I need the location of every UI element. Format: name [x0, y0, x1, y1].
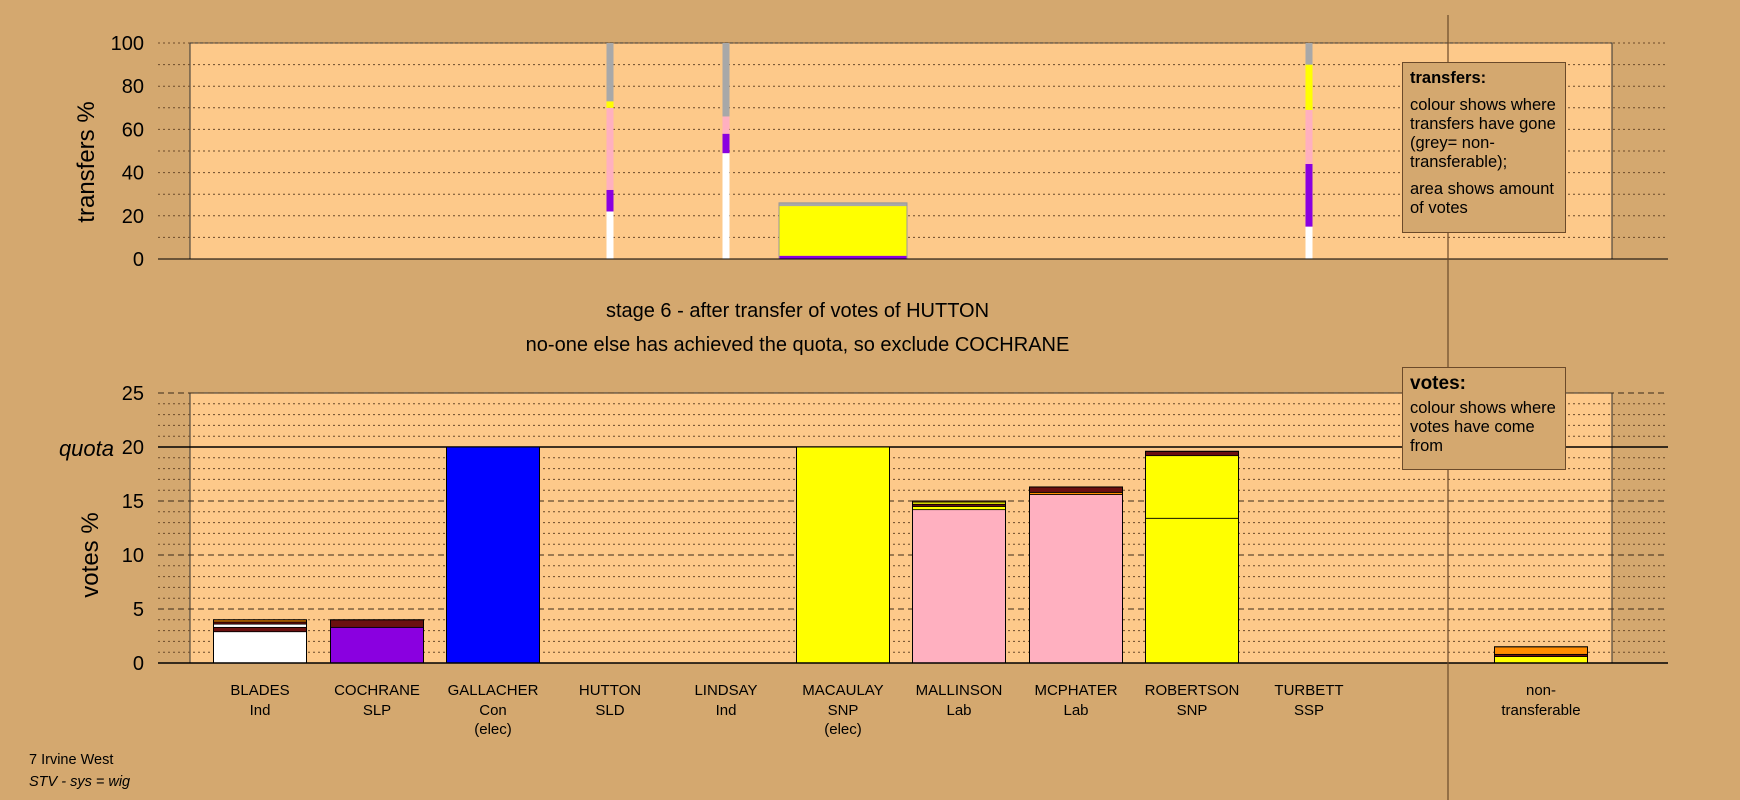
candidate-party-label: Ind — [716, 702, 737, 719]
votes-plot-area — [189, 392, 1613, 664]
vote-bar-robertson — [1145, 455, 1239, 519]
transfer-segment-lindsay — [722, 133, 730, 154]
candidate-party-label: Con — [479, 702, 507, 719]
votes-y-tick-label: 15 — [122, 491, 144, 513]
votes-y-axis-label: votes % — [77, 512, 104, 597]
candidate-name-label: GALLACHER — [448, 682, 539, 699]
transfers-y-tick-label: 0 — [133, 249, 144, 271]
candidate-name-label: BLADES — [230, 682, 289, 699]
candidate-party-label: SSP — [1294, 702, 1324, 719]
candidate-party-label: SNP — [828, 702, 859, 719]
vote-bar-mcphater — [1029, 494, 1123, 664]
votes-panel: 0 5 10 15 20 25 — [122, 383, 1668, 675]
candidate-name-label: TURBETT — [1274, 682, 1343, 699]
candidate-party-label: Lab — [946, 702, 971, 719]
candidate-party-label: SLP — [363, 702, 391, 719]
transfers-legend-title: transfers: — [1410, 69, 1487, 87]
stage-subtitle: no-one else has achieved the quota, so e… — [525, 334, 1070, 356]
footer-constituency: 7 Irvine West — [29, 752, 114, 768]
votes-y-tick-label: 5 — [133, 599, 144, 621]
transfer-segment-hutton — [606, 211, 614, 259]
stage-title: stage 6 - after transfer of votes of HUT… — [605, 300, 990, 322]
transfers-panel: 0 20 40 60 80 100 — [111, 33, 1668, 271]
votes-y-tick-label: 0 — [133, 653, 144, 675]
quota-label: quota — [59, 436, 114, 461]
transfers-y-axis-label: transfers % — [73, 101, 100, 222]
votes-legend-title: votes: — [1410, 373, 1466, 394]
candidate-note-label: (elec) — [824, 721, 862, 738]
transfers-y-tick-label: 20 — [122, 206, 144, 228]
transfer-segment-macaulay — [779, 202, 907, 207]
vote-bar-mcphater — [1029, 486, 1123, 493]
candidate-name-label: MACAULAY — [802, 682, 883, 699]
vote-bar-robertson — [1145, 517, 1239, 664]
votes-y-tick-label: 20 — [122, 437, 144, 459]
non-transferable-label-line2: transferable — [1501, 702, 1580, 719]
transfers-y-tick-label: 60 — [122, 119, 144, 141]
transfer-segment-hutton — [606, 189, 614, 212]
candidate-party-label: SNP — [1177, 702, 1208, 719]
vote-bar-non-transferable — [1494, 656, 1588, 664]
axis-layer: BLADES Ind COCHRANE SLP GALLACHER Con (elec) HU… — [158, 15, 1668, 800]
vote-bar-blades — [213, 623, 307, 628]
candidate-name-label: ROBERTSON — [1145, 682, 1240, 699]
vote-bar-mallinson — [912, 505, 1006, 511]
votes-y-tick-label: 25 — [122, 383, 144, 405]
transfer-segment-turbett — [1305, 226, 1313, 259]
transfer-segment-lindsay — [722, 153, 730, 259]
vote-bar-cochrane — [330, 626, 424, 664]
vote-bar-gallacher — [446, 446, 540, 664]
vote-bar-macaulay — [796, 446, 890, 664]
candidate-name-label: LINDSAY — [694, 682, 757, 699]
transfer-segment-hutton — [606, 107, 614, 190]
vote-bar-mallinson — [912, 509, 1006, 664]
transfer-segment-lindsay — [722, 43, 730, 117]
footer-system: STV - sys = wig — [29, 774, 131, 790]
transfer-segment-turbett — [1305, 64, 1313, 110]
transfers-legend-text-colour: colour shows where transfers have gone (… — [1410, 96, 1556, 171]
vote-bar-robertson — [1145, 450, 1239, 457]
transfer-segment-macaulay — [779, 255, 907, 259]
candidate-party-label: SLD — [595, 702, 624, 719]
candidate-name-label: HUTTON — [579, 682, 641, 699]
votes-y-tick-label: 10 — [122, 545, 144, 567]
transfer-segment-macaulay — [779, 206, 907, 256]
votes-legend-text: colour shows where votes have come from — [1410, 399, 1556, 455]
candidate-party-label: Lab — [1063, 702, 1088, 719]
transfer-segment-hutton — [606, 101, 614, 108]
transfers-legend: transfers: colour shows where transfers … — [1402, 62, 1566, 233]
candidate-party-label: Ind — [250, 702, 271, 719]
vote-bar-cochrane — [330, 619, 424, 628]
transfers-legend-text-area: area shows amount of votes — [1410, 180, 1554, 217]
non-transferable-label-line1: non- — [1526, 682, 1556, 699]
transfer-segment-turbett — [1305, 43, 1313, 65]
vote-bar-blades — [213, 626, 307, 633]
candidate-name-label: COCHRANE — [334, 682, 420, 699]
vote-bar-non-transferable — [1494, 646, 1588, 655]
vote-bar-blades — [213, 631, 307, 664]
candidate-name-label: MALLINSON — [916, 682, 1003, 699]
transfer-segment-lindsay — [722, 116, 730, 134]
transfers-y-tick-label: 80 — [122, 76, 144, 98]
transfer-segment-hutton — [606, 43, 614, 102]
candidate-name-label: MCPHATER — [1034, 682, 1117, 699]
candidate-note-label: (elec) — [474, 721, 512, 738]
transfer-segment-turbett — [1305, 109, 1313, 164]
transfer-segment-turbett — [1305, 163, 1313, 227]
votes-legend: votes: colour shows where votes have com… — [1402, 367, 1566, 470]
transfers-y-tick-label: 40 — [122, 163, 144, 185]
transfers-y-tick-label: 100 — [111, 33, 144, 55]
